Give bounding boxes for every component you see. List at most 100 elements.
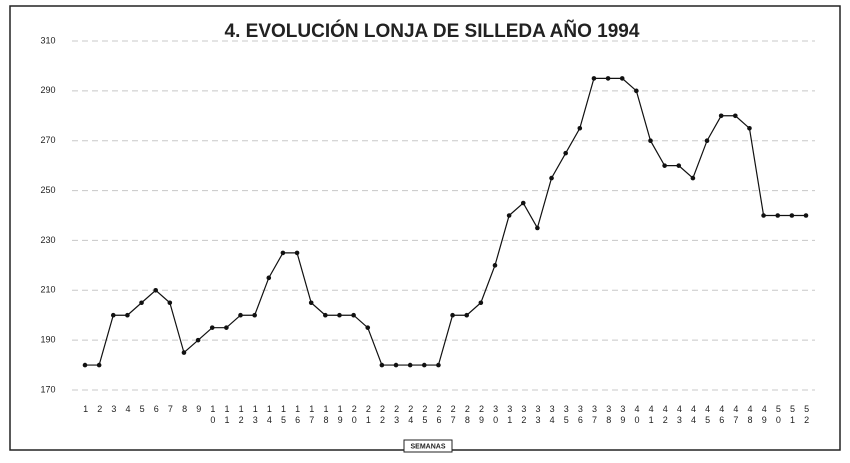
x-tick-label: 48 bbox=[745, 404, 755, 426]
point bbox=[195, 337, 201, 343]
y-tick-label: 310 bbox=[40, 35, 55, 45]
point bbox=[82, 362, 88, 368]
x-tick-label: 20 bbox=[349, 404, 359, 426]
point bbox=[718, 113, 724, 119]
point bbox=[662, 163, 667, 168]
point bbox=[676, 163, 682, 168]
point bbox=[351, 312, 356, 318]
x-tick-label: 29 bbox=[476, 404, 486, 426]
point bbox=[450, 312, 455, 318]
point bbox=[577, 125, 583, 131]
x-tick-label: 1 bbox=[81, 404, 91, 415]
x-tick-label: 18 bbox=[321, 404, 331, 426]
x-tick-label: 35 bbox=[561, 404, 571, 426]
x-tick-label: 43 bbox=[674, 404, 684, 426]
x-axis-label: SEMANAS bbox=[410, 443, 445, 450]
x-tick-label: 25 bbox=[420, 404, 430, 426]
x-tick-label: 30 bbox=[491, 404, 501, 426]
x-tick-label: 52 bbox=[802, 404, 812, 426]
y-tick-label: 210 bbox=[40, 285, 55, 295]
chart-title: 4. EVOLUCIÓN LONJA DE SILLEDA AÑO 1994 bbox=[225, 20, 640, 42]
point bbox=[619, 76, 625, 81]
x-tick-label: 40 bbox=[632, 404, 642, 426]
x-tick-label: 7 bbox=[165, 404, 175, 415]
frame bbox=[9, 5, 841, 451]
point bbox=[294, 250, 300, 256]
x-tick-label: 10 bbox=[208, 404, 218, 426]
x-tick-label: 23 bbox=[392, 404, 402, 426]
x-tick-label: 28 bbox=[462, 404, 472, 426]
point bbox=[549, 175, 554, 181]
x-tick-label: 15 bbox=[279, 404, 289, 426]
point bbox=[506, 213, 512, 218]
point bbox=[139, 300, 144, 306]
x-tick-label: 3 bbox=[109, 404, 119, 415]
point bbox=[634, 88, 639, 94]
point bbox=[337, 312, 342, 318]
point bbox=[478, 300, 484, 306]
x-tick-label: 2 bbox=[95, 404, 105, 415]
y-tick-label: 190 bbox=[40, 335, 55, 345]
x-tick-label: 38 bbox=[604, 404, 614, 426]
x-tick-label: 33 bbox=[533, 404, 543, 426]
point bbox=[181, 350, 187, 355]
x-tick-label: 36 bbox=[575, 404, 585, 426]
y-tick-label: 250 bbox=[40, 185, 55, 195]
point bbox=[209, 325, 215, 330]
point bbox=[775, 213, 781, 218]
point bbox=[648, 138, 653, 144]
point bbox=[520, 200, 526, 206]
x-tick-label: 37 bbox=[590, 404, 600, 426]
x-tick-label: 32 bbox=[519, 404, 529, 426]
line bbox=[85, 77, 806, 366]
x-tick-label: 13 bbox=[250, 404, 260, 426]
point bbox=[690, 175, 696, 181]
x-tick-label: 49 bbox=[759, 404, 769, 426]
point bbox=[789, 213, 795, 218]
point bbox=[591, 76, 597, 81]
x-tick-label: 39 bbox=[618, 404, 628, 426]
point bbox=[436, 362, 441, 368]
x-tick-label: 45 bbox=[703, 404, 713, 426]
x-label-box bbox=[403, 439, 453, 453]
x-tick-label: 22 bbox=[378, 404, 388, 426]
point bbox=[266, 275, 272, 281]
y-tick-label: 230 bbox=[40, 235, 55, 245]
point bbox=[803, 213, 809, 218]
point bbox=[323, 312, 328, 318]
point bbox=[238, 312, 243, 318]
x-tick-label: 8 bbox=[180, 404, 190, 415]
x-tick-label: 44 bbox=[689, 404, 699, 426]
y-tick-label: 170 bbox=[40, 384, 55, 394]
x-tick-label: 17 bbox=[307, 404, 317, 426]
point bbox=[379, 362, 385, 368]
x-tick-label: 19 bbox=[335, 404, 345, 426]
point bbox=[224, 325, 229, 330]
point bbox=[747, 125, 752, 131]
x-tick-label: 51 bbox=[787, 404, 797, 426]
x-tick-label: 14 bbox=[264, 404, 274, 426]
point bbox=[464, 312, 470, 318]
point bbox=[252, 312, 257, 318]
x-tick-label: 42 bbox=[660, 404, 670, 426]
x-tick-label: 6 bbox=[151, 404, 161, 415]
x-tick-label: 26 bbox=[434, 404, 444, 426]
point bbox=[605, 76, 611, 81]
point bbox=[280, 250, 286, 256]
x-tick-label: 21 bbox=[363, 404, 373, 426]
point bbox=[96, 362, 102, 368]
x-tick-label: 47 bbox=[731, 404, 741, 426]
x-tick-label: 46 bbox=[717, 404, 727, 426]
x-tick-label: 34 bbox=[547, 404, 557, 426]
point bbox=[110, 312, 116, 318]
point bbox=[492, 263, 498, 268]
y-tick-label: 270 bbox=[40, 135, 55, 145]
x-tick-label: 12 bbox=[236, 404, 246, 426]
x-tick-label: 5 bbox=[137, 404, 147, 415]
point bbox=[365, 325, 371, 330]
x-tick-label: 24 bbox=[406, 404, 416, 426]
x-tick-label: 11 bbox=[222, 404, 232, 426]
y-tick-label: 290 bbox=[40, 85, 55, 95]
point bbox=[733, 113, 738, 119]
